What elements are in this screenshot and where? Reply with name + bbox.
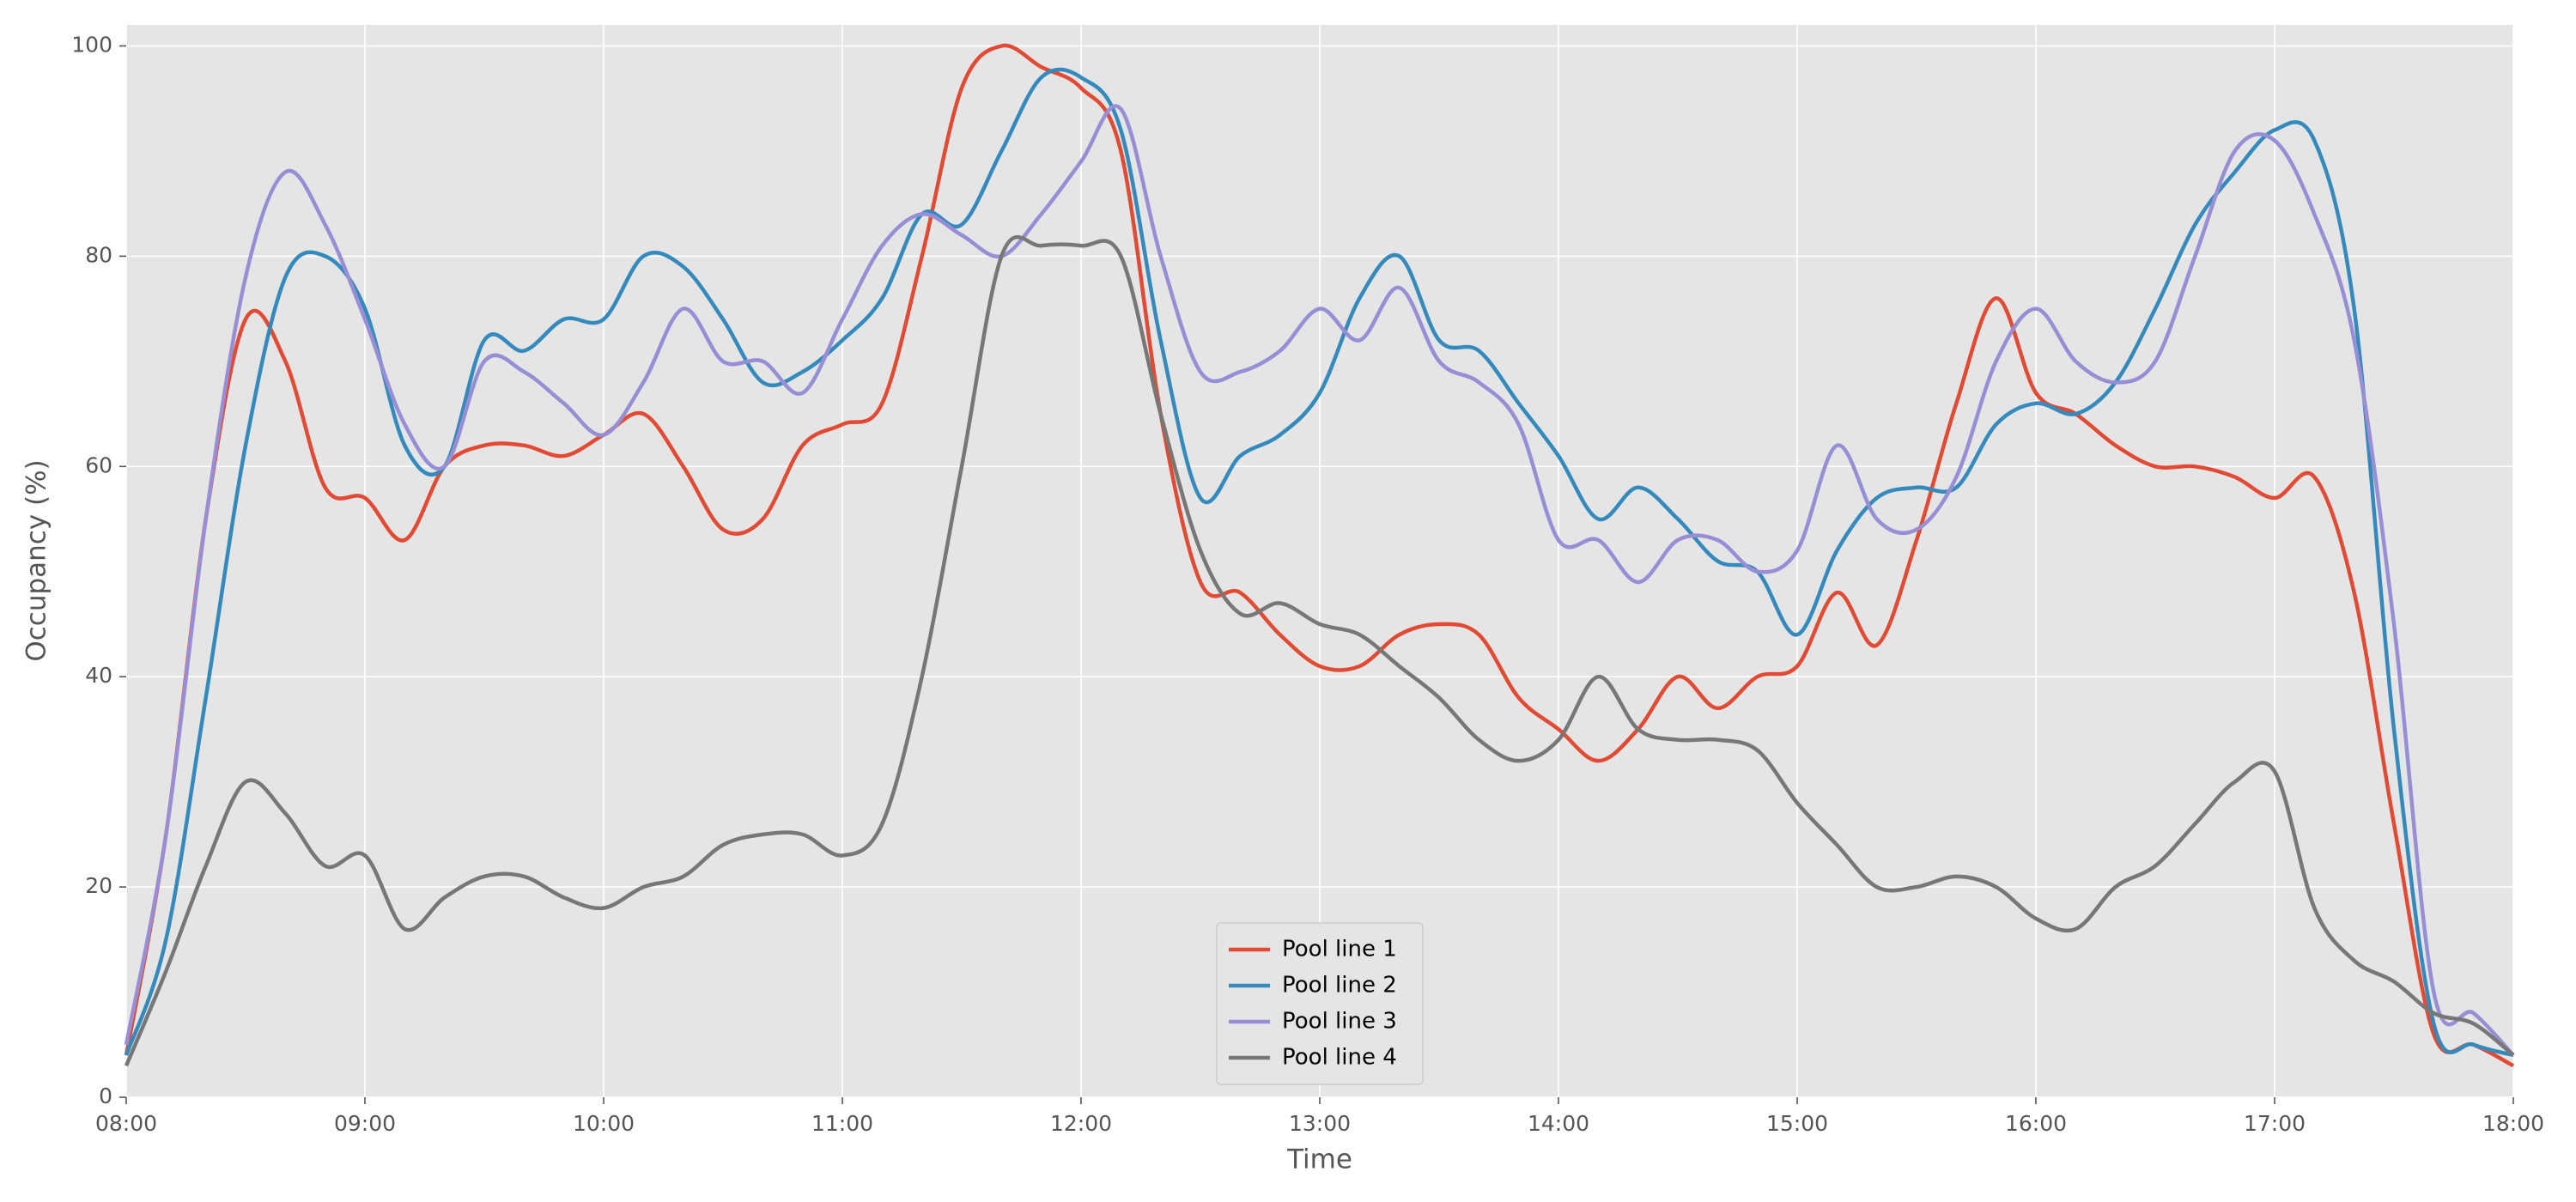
x-axis-label: Time [1286,1144,1352,1175]
legend-box [1216,922,1424,1085]
legend: Pool line 1 Pool line 2 Pool line 3 Pool li… [1216,922,1424,1085]
x-tick-label: 08:00 [95,1111,157,1136]
y-tick-label: 80 [85,242,112,267]
y-tick-label: 0 [99,1084,112,1108]
y-tick-label: 40 [85,663,112,688]
x-tick-label: 17:00 [2244,1111,2306,1136]
x-tick-label: 14:00 [1528,1111,1589,1136]
x-tick-label: 15:00 [1766,1111,1828,1136]
legend-label: Pool line 3 [1282,1009,1397,1035]
x-tick-label: 11:00 [811,1111,873,1136]
series-line [124,234,2515,1067]
legend-label: Pool line 1 [1282,937,1397,962]
series-line [124,67,2514,1058]
lines [124,43,2515,1068]
axes: 0 20 40 60 80 100 08:00 09:00 10:00 11:00 12:00 13:… [71,32,2544,1136]
x-tick-label: 10:00 [573,1111,635,1136]
series-line [124,104,2515,1057]
y-tick-label: 20 [85,873,112,898]
grid [125,25,2514,1098]
x-tick-label: 12:00 [1050,1111,1112,1136]
legend-label: Pool line 2 [1282,973,1397,999]
x-tick-label: 18:00 [2482,1111,2544,1136]
y-tick-label: 60 [85,452,112,477]
x-tick-label: 13:00 [1289,1111,1351,1136]
y-tick-label: 100 [71,32,112,57]
legend-label: Pool line 4 [1282,1045,1397,1071]
x-tick-label: 09:00 [334,1111,396,1136]
y-axis-label: Occupancy (%) [21,459,52,661]
x-tick-label: 16:00 [2005,1111,2067,1136]
